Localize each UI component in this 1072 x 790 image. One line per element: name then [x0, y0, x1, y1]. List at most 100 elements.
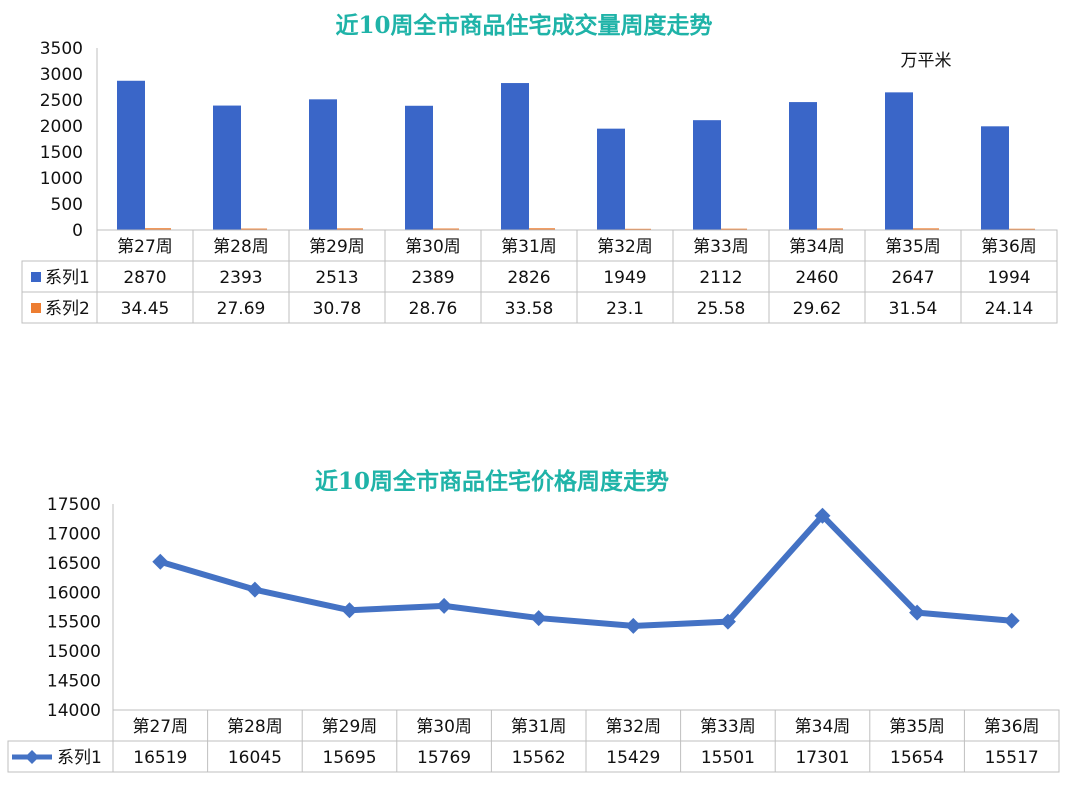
data-table-value: 2647: [891, 268, 934, 288]
x-category-label: 第27周: [132, 717, 188, 737]
x-category-label: 第33周: [700, 717, 756, 737]
data-point-marker: [530, 610, 547, 627]
bar-系列1: [501, 83, 529, 230]
unit-label: 万平米: [901, 51, 952, 71]
x-category-label: 第27周: [117, 237, 173, 257]
data-table-value: 2513: [315, 268, 358, 288]
bar-系列1: [885, 92, 913, 230]
data-table-value: 16045: [228, 748, 282, 768]
x-category-label: 第36周: [984, 717, 1040, 737]
data-table-value: 31.54: [889, 299, 938, 319]
bar-系列2: [817, 228, 843, 230]
bar-系列2: [337, 228, 363, 230]
x-category-label: 第29周: [322, 717, 378, 737]
x-category-label: 第35周: [889, 717, 945, 737]
y-tick-label: 15000: [47, 642, 101, 662]
data-table-value: 15562: [512, 748, 566, 768]
legend-marker-swatch: [25, 750, 39, 764]
x-category-label: 第31周: [511, 717, 567, 737]
bar-系列1: [981, 126, 1009, 230]
y-tick-label: 15500: [47, 613, 101, 633]
y-tick-label: 3500: [40, 39, 83, 59]
data-table-value: 27.69: [217, 299, 266, 319]
bar-系列1: [789, 102, 817, 230]
data-table-value: 2393: [219, 268, 262, 288]
bar-系列2: [433, 228, 459, 230]
data-table-value: 29.62: [793, 299, 842, 319]
x-category-label: 第32周: [605, 717, 661, 737]
legend-label: 系列1: [45, 268, 90, 288]
y-tick-label: 500: [51, 195, 83, 215]
bar-系列2: [145, 228, 171, 230]
y-tick-label: 3000: [40, 65, 83, 85]
legend-label: 系列1: [57, 748, 102, 768]
bar-系列2: [529, 228, 555, 230]
x-category-label: 第33周: [693, 237, 749, 257]
data-table-value: 2460: [795, 268, 838, 288]
data-table-value: 1994: [987, 268, 1030, 288]
data-table-value: 15769: [417, 748, 471, 768]
x-category-label: 第28周: [213, 237, 269, 257]
bar-系列2: [241, 228, 267, 230]
data-point-marker: [625, 617, 642, 634]
data-table-value: 34.45: [121, 299, 170, 319]
y-tick-label: 16000: [47, 583, 101, 603]
y-tick-label: 17500: [47, 495, 101, 515]
legend-label: 系列2: [45, 299, 90, 319]
bar-系列1: [309, 99, 337, 230]
data-table-value: 2826: [507, 268, 550, 288]
chart-title: 近10周全市商品住宅成交量周度走势: [335, 12, 712, 39]
chart-title: 近10周全市商品住宅价格周度走势: [315, 468, 669, 495]
y-tick-label: 14000: [47, 701, 101, 721]
y-tick-label: 2500: [40, 91, 83, 111]
x-category-label: 第30周: [416, 717, 472, 737]
data-table-value: 2870: [123, 268, 166, 288]
bar-系列1: [117, 80, 145, 230]
bar-系列2: [625, 228, 651, 230]
data-table-value: 15695: [322, 748, 376, 768]
x-category-label: 第28周: [227, 717, 283, 737]
y-tick-label: 2000: [40, 117, 83, 137]
y-tick-label: 1500: [40, 143, 83, 163]
bar-系列1: [693, 120, 721, 230]
x-category-label: 第34周: [789, 237, 845, 257]
x-category-label: 第35周: [885, 237, 941, 257]
x-category-label: 第29周: [309, 237, 365, 257]
x-category-label: 第34周: [795, 717, 851, 737]
bar-系列1: [597, 128, 625, 230]
data-table-value: 15501: [701, 748, 755, 768]
x-category-label: 第31周: [501, 237, 557, 257]
data-table-value: 2389: [411, 268, 454, 288]
y-tick-label: 16500: [47, 554, 101, 574]
data-point-marker: [719, 613, 736, 630]
data-table-value: 28.76: [409, 299, 458, 319]
x-category-label: 第32周: [597, 237, 653, 257]
price-line-chart: 近10周全市商品住宅价格周度走势 14000 14500 15000 15500 1600…: [7, 468, 1060, 773]
data-point-marker: [1003, 612, 1020, 629]
bar-系列1: [405, 105, 433, 230]
y-tick-label: 14500: [47, 672, 101, 692]
data-table-value: 33.58: [505, 299, 554, 319]
y-tick-label: 17000: [47, 524, 101, 544]
data-table-value: 17301: [795, 748, 849, 768]
data-point-marker: [341, 602, 358, 619]
data-table-value: 24.14: [985, 299, 1034, 319]
bar-系列1: [213, 105, 241, 230]
data-table-value: 25.58: [697, 299, 746, 319]
data-table-value: 16519: [133, 748, 187, 768]
data-table-value: 2112: [699, 268, 742, 288]
y-tick-label: 1000: [40, 169, 83, 189]
legend-swatch-系列2: [31, 303, 41, 313]
x-category-label: 第36周: [981, 237, 1037, 257]
data-point-marker: [909, 604, 926, 621]
legend-swatch-系列1: [31, 272, 41, 282]
bar-系列2: [913, 228, 939, 230]
data-point-marker: [152, 553, 169, 570]
y-tick-label: 0: [72, 221, 83, 241]
data-table-value: 30.78: [313, 299, 362, 319]
data-table-value: 23.1: [606, 299, 644, 319]
data-table-value: 1949: [603, 268, 646, 288]
data-table-value: 15517: [985, 748, 1039, 768]
